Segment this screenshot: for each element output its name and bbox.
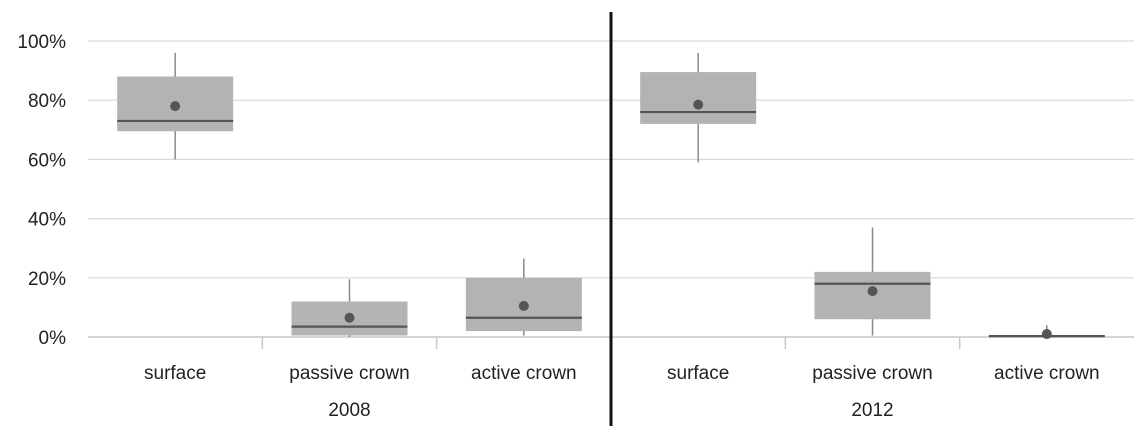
y-tick-label: 60%	[28, 150, 66, 171]
mean-marker	[693, 99, 704, 110]
y-tick-label: 0%	[39, 328, 67, 349]
y-axis-tick-labels: 0% 20% 40% 60% 80% 100%	[17, 32, 66, 349]
box-active-crown-2008	[465, 258, 582, 336]
category-label: active crown	[994, 363, 1100, 384]
box-body	[640, 72, 757, 124]
y-tick-label: 80%	[28, 91, 66, 112]
box-passive-crown-2012	[814, 227, 931, 336]
group-label: 2008	[328, 400, 370, 421]
mean-marker	[344, 312, 355, 323]
box-active-crown-2012	[988, 325, 1105, 340]
y-tick-label: 20%	[28, 269, 66, 290]
box-surface-2012	[640, 52, 757, 163]
box-passive-crown-2008	[291, 279, 408, 337]
category-label: passive crown	[289, 363, 409, 384]
mean-marker	[867, 286, 878, 297]
y-tick-label: 100%	[17, 32, 66, 53]
box-surface-2008	[117, 52, 234, 160]
category-label: surface	[144, 363, 206, 384]
category-labels: surface passive crown active crown surface p…	[144, 363, 1100, 384]
category-label: active crown	[471, 363, 577, 384]
category-label: surface	[667, 363, 729, 384]
mean-marker	[170, 101, 181, 112]
group-labels: 2008 2012	[328, 400, 893, 421]
mean-marker	[1041, 329, 1052, 340]
category-label: passive crown	[812, 363, 932, 384]
y-tick-label: 40%	[28, 210, 66, 231]
mean-marker	[518, 300, 529, 311]
group-label: 2012	[851, 400, 893, 421]
box-series	[117, 52, 1105, 340]
